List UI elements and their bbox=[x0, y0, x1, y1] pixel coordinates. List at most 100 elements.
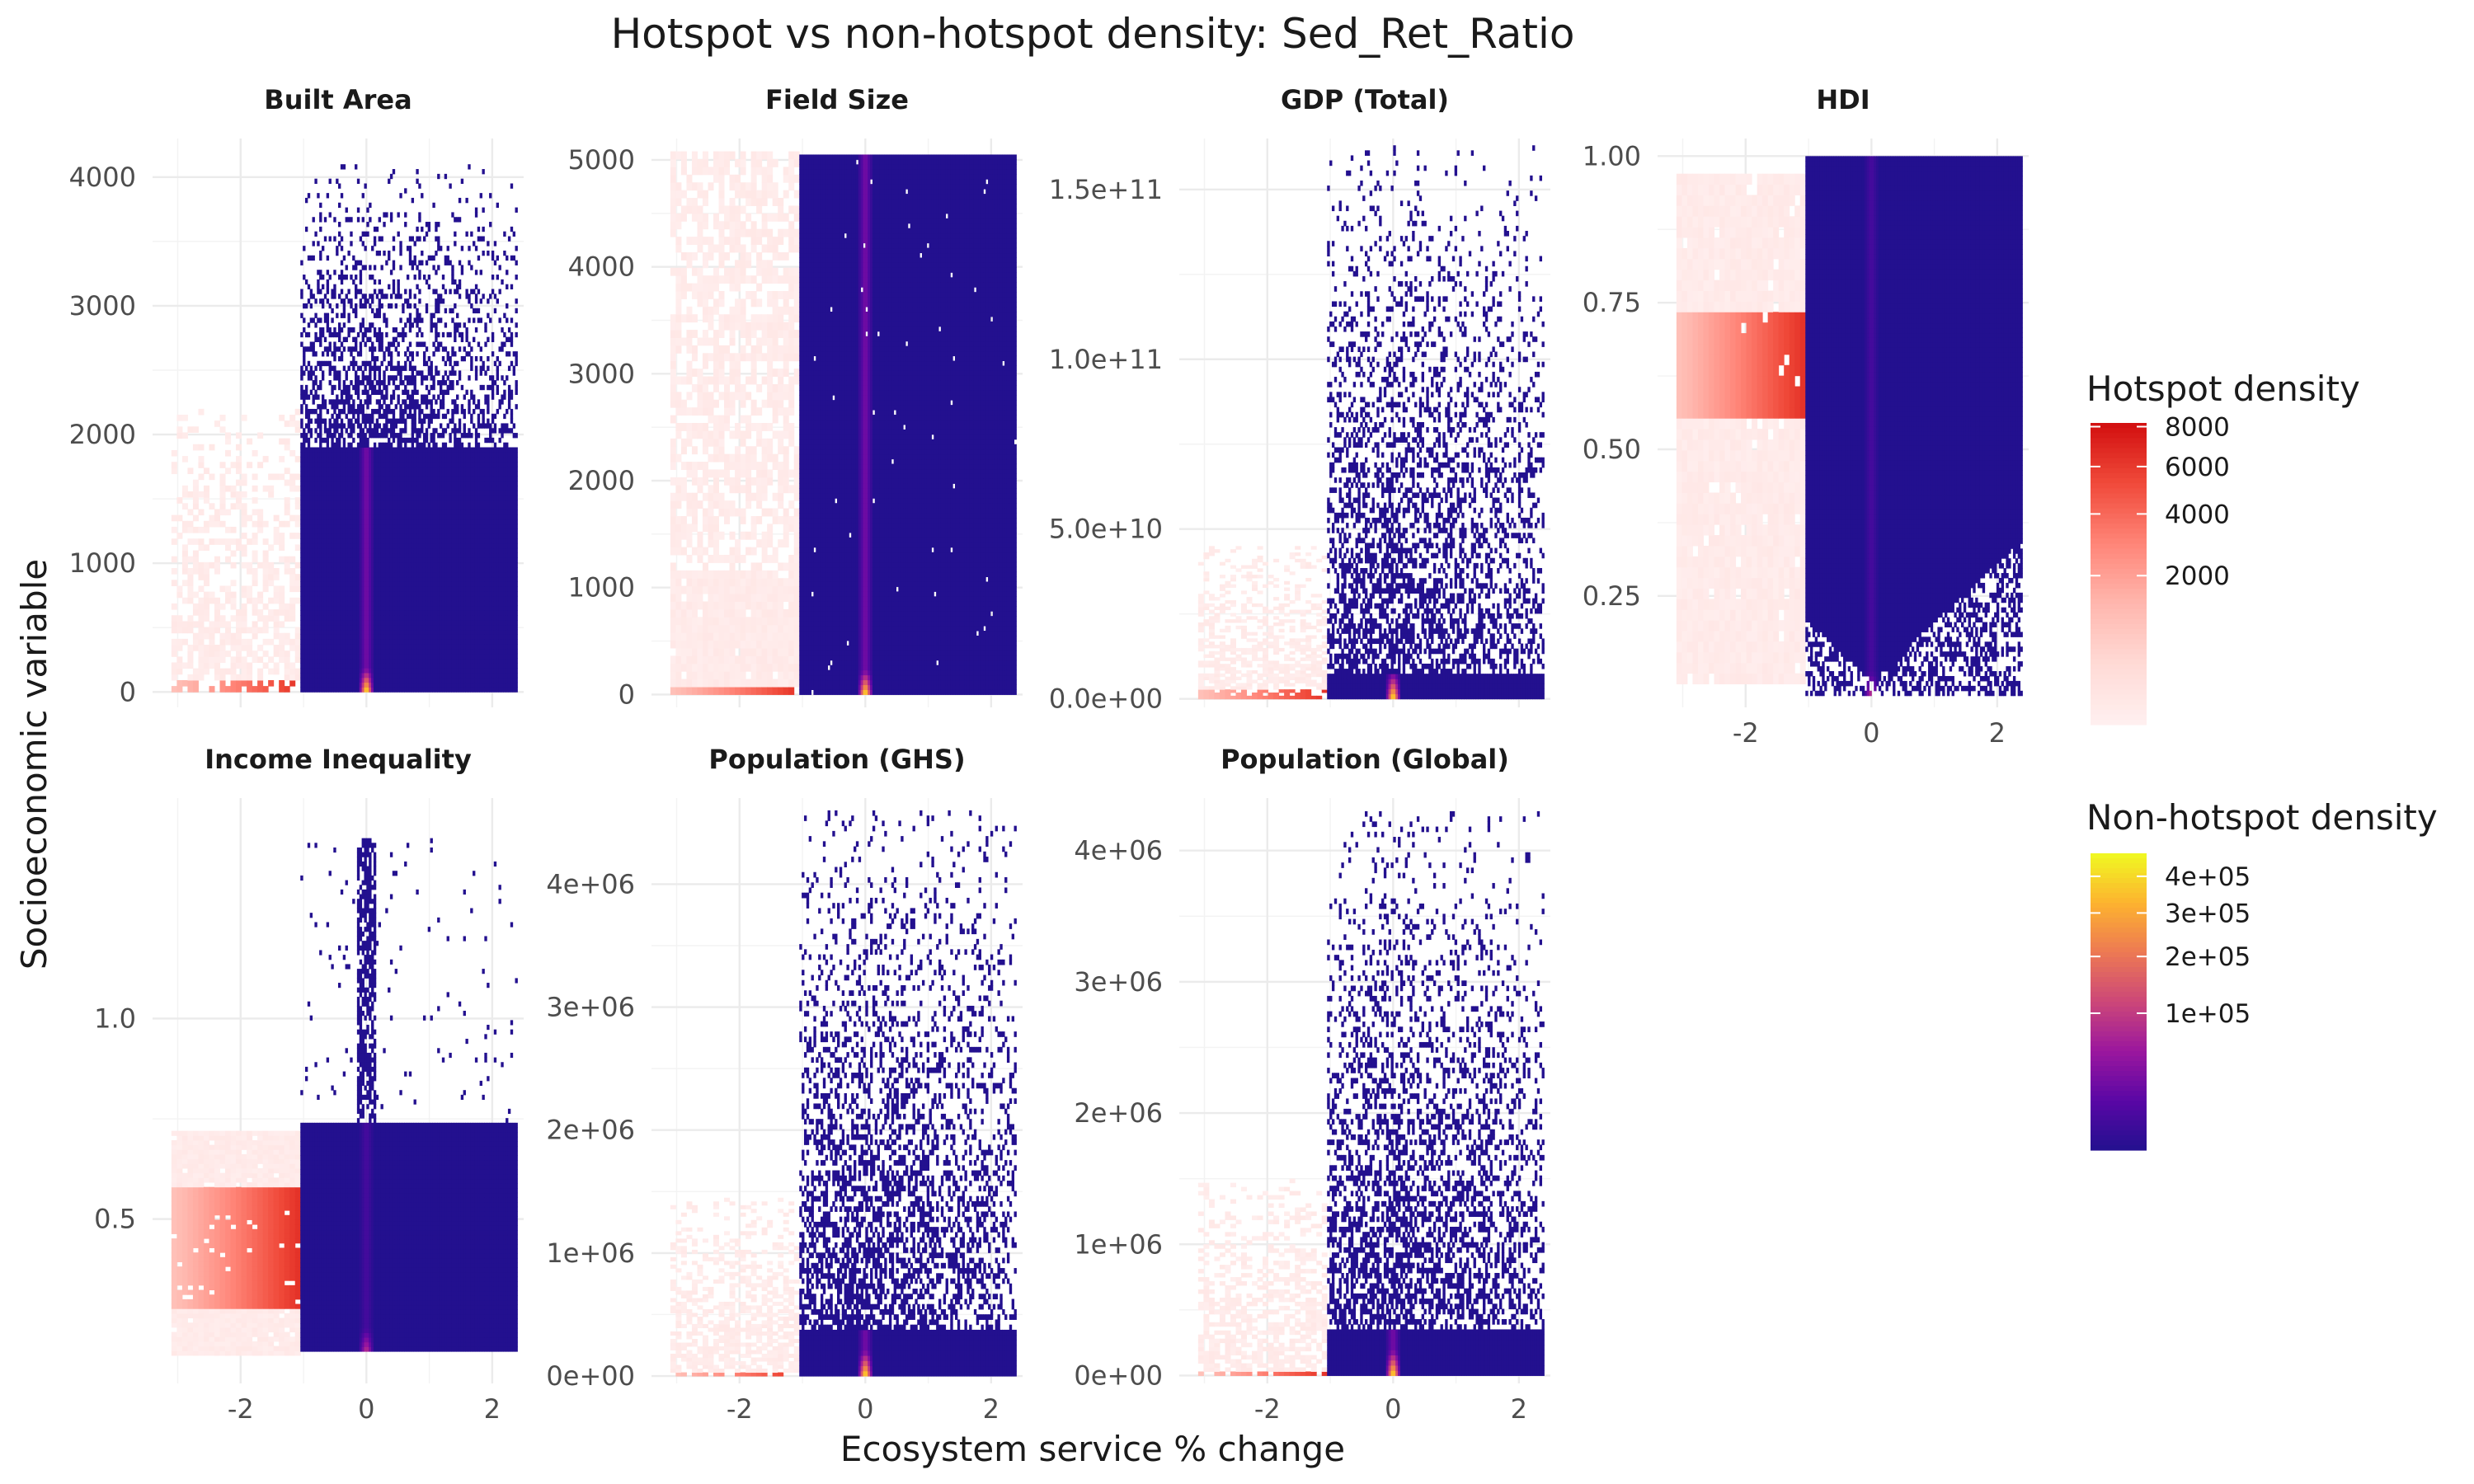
non-hotspot-bin bbox=[364, 528, 367, 534]
non-hotspot-bin bbox=[326, 624, 330, 631]
non-hotspot-bin bbox=[331, 586, 334, 592]
non-hotspot-bin bbox=[336, 428, 339, 434]
non-hotspot-bin bbox=[309, 677, 313, 683]
non-hotspot-bin bbox=[307, 447, 311, 453]
non-hotspot-bin bbox=[427, 442, 431, 448]
non-hotspot-bin bbox=[336, 653, 339, 660]
non-hotspot-bin bbox=[421, 538, 424, 544]
non-hotspot-bin bbox=[392, 476, 396, 481]
non-hotspot-bin bbox=[304, 481, 308, 486]
non-hotspot-bin bbox=[309, 576, 313, 582]
non-hotspot-bin bbox=[347, 634, 350, 640]
non-hotspot-bin bbox=[413, 663, 416, 669]
non-hotspot-bin bbox=[418, 648, 421, 655]
non-hotspot-bin bbox=[323, 428, 327, 434]
non-hotspot-bin bbox=[421, 394, 424, 400]
non-hotspot-bin bbox=[375, 576, 379, 582]
non-hotspot-bin bbox=[394, 687, 398, 693]
non-hotspot-bin bbox=[356, 595, 360, 602]
non-hotspot-bin bbox=[317, 619, 320, 626]
non-hotspot-bin bbox=[406, 547, 410, 554]
non-hotspot-bin bbox=[425, 648, 429, 655]
non-hotspot-bin bbox=[388, 595, 391, 602]
non-hotspot-bin bbox=[427, 586, 431, 592]
non-hotspot-bin bbox=[404, 533, 407, 539]
non-hotspot-bin bbox=[380, 663, 383, 669]
non-hotspot-bin bbox=[309, 634, 313, 640]
hotspot-bin bbox=[247, 561, 253, 569]
non-hotspot-bin bbox=[323, 624, 327, 631]
non-hotspot-bin bbox=[430, 624, 433, 631]
non-hotspot-bin bbox=[303, 481, 306, 486]
non-hotspot-bin bbox=[446, 408, 449, 415]
non-hotspot-bin bbox=[411, 566, 415, 573]
non-hotspot-bin bbox=[303, 490, 306, 496]
non-hotspot-bin bbox=[446, 260, 449, 265]
hotspot-bin bbox=[294, 456, 301, 463]
non-hotspot-bin bbox=[375, 581, 379, 587]
non-hotspot-bin bbox=[389, 591, 393, 597]
non-hotspot-bin bbox=[371, 471, 374, 477]
non-hotspot-bin bbox=[406, 644, 410, 650]
hotspot-bin bbox=[236, 638, 242, 646]
non-hotspot-bin bbox=[373, 672, 377, 679]
non-hotspot-bin bbox=[444, 533, 448, 539]
non-hotspot-bin bbox=[331, 510, 334, 515]
non-hotspot-bin bbox=[373, 442, 377, 448]
non-hotspot-bin bbox=[345, 519, 348, 525]
non-hotspot-bin bbox=[389, 687, 393, 693]
non-hotspot-bin bbox=[418, 615, 421, 621]
non-hotspot-bin bbox=[444, 447, 448, 453]
non-hotspot-bin bbox=[347, 394, 350, 400]
non-hotspot-bin bbox=[331, 423, 334, 429]
non-hotspot-bin bbox=[331, 351, 334, 357]
non-hotspot-bin bbox=[307, 500, 311, 505]
non-hotspot-bin bbox=[369, 500, 372, 505]
non-hotspot-bin bbox=[333, 404, 336, 410]
non-hotspot-bin bbox=[347, 327, 350, 333]
non-hotspot-bin bbox=[317, 610, 320, 616]
non-hotspot-bin bbox=[319, 250, 322, 256]
non-hotspot-bin bbox=[422, 619, 426, 626]
non-hotspot-bin bbox=[338, 629, 341, 635]
hotspot-bin bbox=[198, 561, 205, 569]
non-hotspot-bin bbox=[416, 634, 419, 640]
non-hotspot-bin bbox=[406, 682, 410, 688]
non-hotspot-bin bbox=[416, 447, 419, 453]
non-hotspot-bin bbox=[328, 591, 332, 597]
non-hotspot-bin bbox=[300, 538, 303, 544]
non-hotspot-bin bbox=[317, 687, 320, 693]
non-hotspot-bin bbox=[441, 668, 445, 674]
non-hotspot-bin bbox=[369, 481, 372, 486]
hotspot-bin bbox=[209, 473, 215, 481]
non-hotspot-bin bbox=[437, 639, 440, 645]
non-hotspot-bin bbox=[371, 418, 374, 424]
non-hotspot-bin bbox=[406, 389, 410, 396]
non-hotspot-bin bbox=[441, 481, 445, 486]
non-hotspot-bin bbox=[366, 404, 369, 410]
non-hotspot-bin bbox=[373, 360, 377, 367]
non-hotspot-bin bbox=[321, 370, 325, 376]
non-hotspot-bin bbox=[446, 677, 449, 683]
non-hotspot-bin bbox=[441, 495, 445, 501]
non-hotspot-bin bbox=[359, 581, 363, 587]
non-hotspot-bin bbox=[444, 322, 448, 328]
hotspot-bin bbox=[171, 538, 177, 545]
non-hotspot-bin bbox=[312, 591, 315, 597]
non-hotspot-bin bbox=[307, 466, 311, 472]
non-hotspot-bin bbox=[392, 581, 396, 587]
non-hotspot-bin bbox=[312, 557, 315, 563]
non-hotspot-bin bbox=[402, 308, 405, 314]
non-hotspot-bin bbox=[352, 461, 355, 467]
non-hotspot-bin bbox=[352, 355, 355, 362]
non-hotspot-bin bbox=[338, 547, 341, 554]
non-hotspot-bin bbox=[388, 375, 391, 381]
non-hotspot-bin bbox=[317, 452, 320, 458]
non-hotspot-bin bbox=[397, 481, 400, 486]
non-hotspot-bin bbox=[326, 644, 330, 650]
non-hotspot-bin bbox=[437, 486, 440, 491]
non-hotspot-bin bbox=[345, 500, 348, 505]
non-hotspot-bin bbox=[356, 423, 360, 429]
non-hotspot-bin bbox=[345, 486, 348, 491]
non-hotspot-bin bbox=[333, 270, 336, 275]
